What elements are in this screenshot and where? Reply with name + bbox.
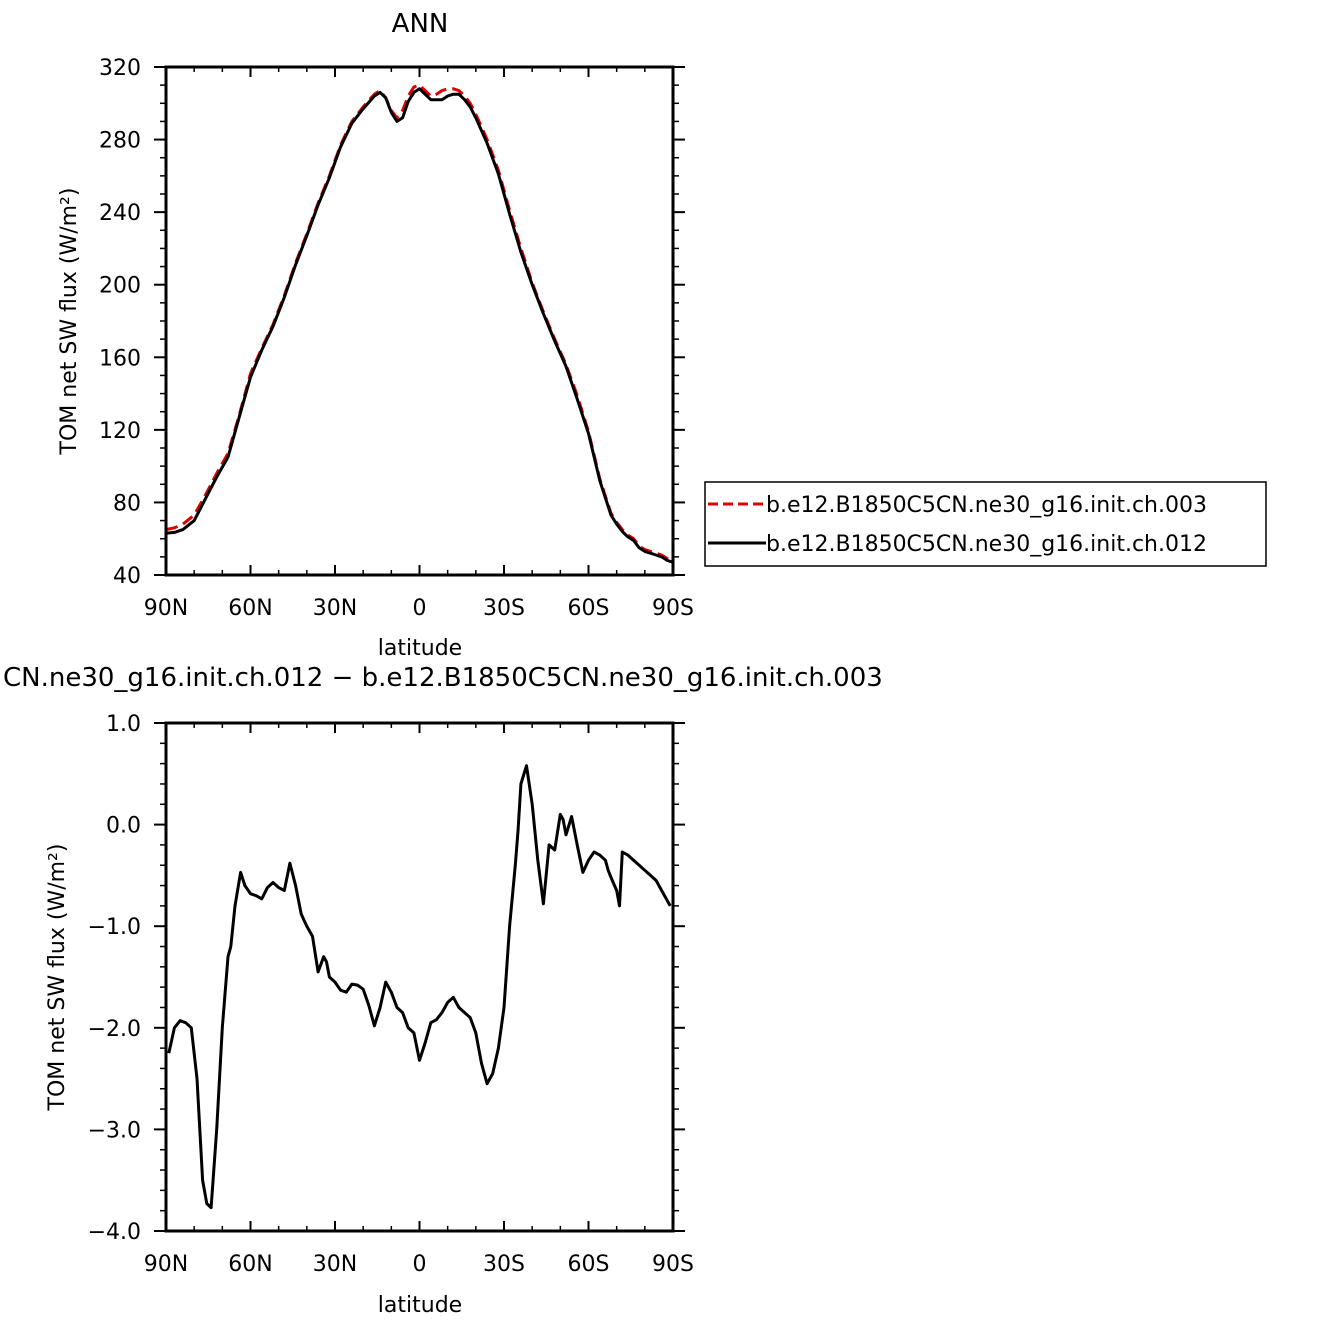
y-tick-label: −3.0	[88, 1118, 141, 1143]
y-tick-labels: 40 80 120 160 200 240 280 320	[99, 56, 141, 589]
x-tick-label: 60N	[228, 596, 272, 621]
y-tick-label: 320	[99, 56, 141, 81]
y-axis-label: TOM net SW flux (W/m²)	[45, 844, 70, 1112]
y-tick-label: 80	[113, 491, 141, 516]
plot-frame	[164, 65, 675, 577]
x-tick-label: 30S	[483, 1252, 525, 1277]
x-tick-label: 60N	[228, 1252, 272, 1277]
x-tick-label: 60S	[568, 596, 610, 621]
y-axis-label: TOM net SW flux (W/m²)	[57, 188, 82, 456]
y-tick-label: 240	[99, 201, 141, 226]
legend: b.e12.B1850C5CN.ne30_g16.init.ch.003 b.e…	[704, 481, 1267, 567]
x-tick-labels: 90N 60N 30N 0 30S 60S 90S	[144, 596, 694, 621]
y-tick-label: 0.0	[106, 814, 141, 839]
series-line-1	[167, 764, 672, 1210]
x-tick-label: 30N	[313, 596, 357, 621]
y-tick-label: 1.0	[106, 712, 141, 737]
series-line-1	[165, 83, 674, 562]
x-tick-label: 30S	[483, 596, 525, 621]
x-tick-label: 90N	[144, 1252, 188, 1277]
y-tick-label: 280	[99, 129, 141, 154]
x-tick-label: 90S	[652, 596, 694, 621]
x-axis-label: latitude	[378, 1293, 462, 1318]
chart-title: CN.ne30_g16.init.ch.012 − b.e12.B1850C5C…	[3, 663, 883, 693]
top-line-chart: ANN 90N 60N 30N 0 30S 60S 90S 40 80 120 160 200 240…	[57, 9, 1267, 661]
y-tick-label: −2.0	[88, 1017, 141, 1042]
y-tick-label: 200	[99, 274, 141, 299]
legend-label-series-1: b.e12.B1850C5CN.ne30_g16.init.ch.003	[766, 493, 1207, 518]
x-tick-label: 0	[413, 596, 427, 621]
x-tick-label: 60S	[568, 1252, 610, 1277]
legend-label-series-2: b.e12.B1850C5CN.ne30_g16.init.ch.012	[766, 532, 1207, 557]
y-tick-label: 120	[99, 419, 141, 444]
bottom-line-chart: CN.ne30_g16.init.ch.012 − b.e12.B1850C5C…	[3, 663, 883, 1318]
plot-frame	[164, 721, 675, 1233]
y-tick-label: −1.0	[88, 915, 141, 940]
chart-title: ANN	[392, 9, 449, 39]
series-line-2	[165, 87, 674, 564]
legend-box	[704, 481, 1267, 567]
y-tick-label: 160	[99, 346, 141, 371]
x-tick-label: 90N	[144, 596, 188, 621]
x-axis-label: latitude	[378, 636, 462, 661]
x-tick-labels: 90N 60N 30N 0 30S 60S 90S	[144, 1252, 694, 1277]
x-tick-label: 0	[413, 1252, 427, 1277]
y-tick-labels: −4.0 −3.0 −2.0 −1.0 0.0 1.0	[88, 712, 141, 1245]
plot-area	[154, 721, 685, 1233]
y-tick-label: −4.0	[88, 1220, 141, 1245]
x-tick-label: 90S	[652, 1252, 694, 1277]
plot-area	[154, 65, 685, 577]
y-tick-label: 40	[113, 564, 141, 589]
x-tick-label: 30N	[313, 1252, 357, 1277]
